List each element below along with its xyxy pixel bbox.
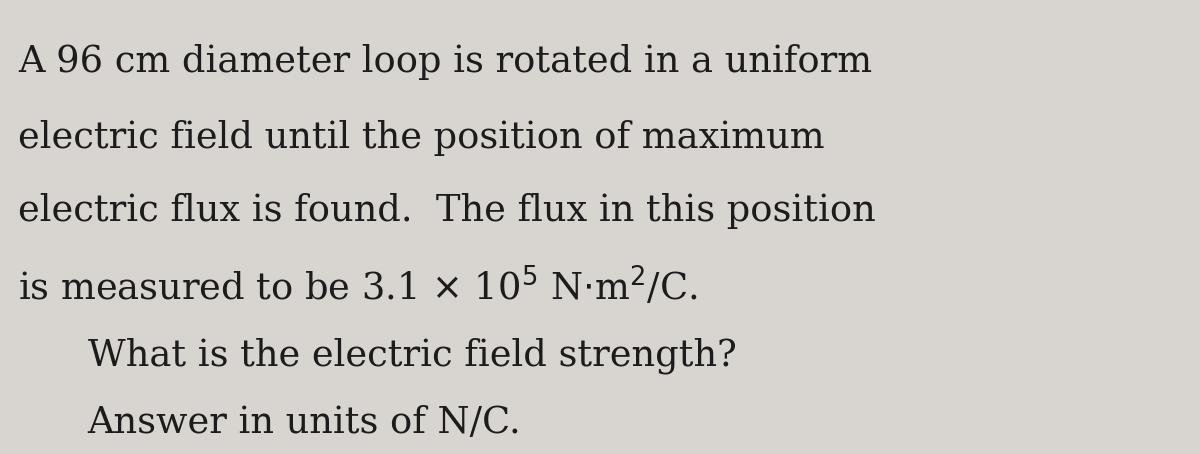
Text: What is the electric field strength?: What is the electric field strength? [88, 338, 737, 375]
Text: A 96 cm diameter loop is rotated in a uniform: A 96 cm diameter loop is rotated in a un… [18, 44, 872, 80]
Text: Answer in units of N/C.: Answer in units of N/C. [88, 405, 521, 441]
Text: electric flux is found.  The flux in this position: electric flux is found. The flux in this… [18, 193, 876, 229]
Text: is measured to be 3.1 $\times$ 10$^{5}$ N$\cdot$m$^{2}$/C.: is measured to be 3.1 $\times$ 10$^{5}$ … [18, 266, 698, 309]
Text: electric field until the position of maximum: electric field until the position of max… [18, 120, 826, 156]
